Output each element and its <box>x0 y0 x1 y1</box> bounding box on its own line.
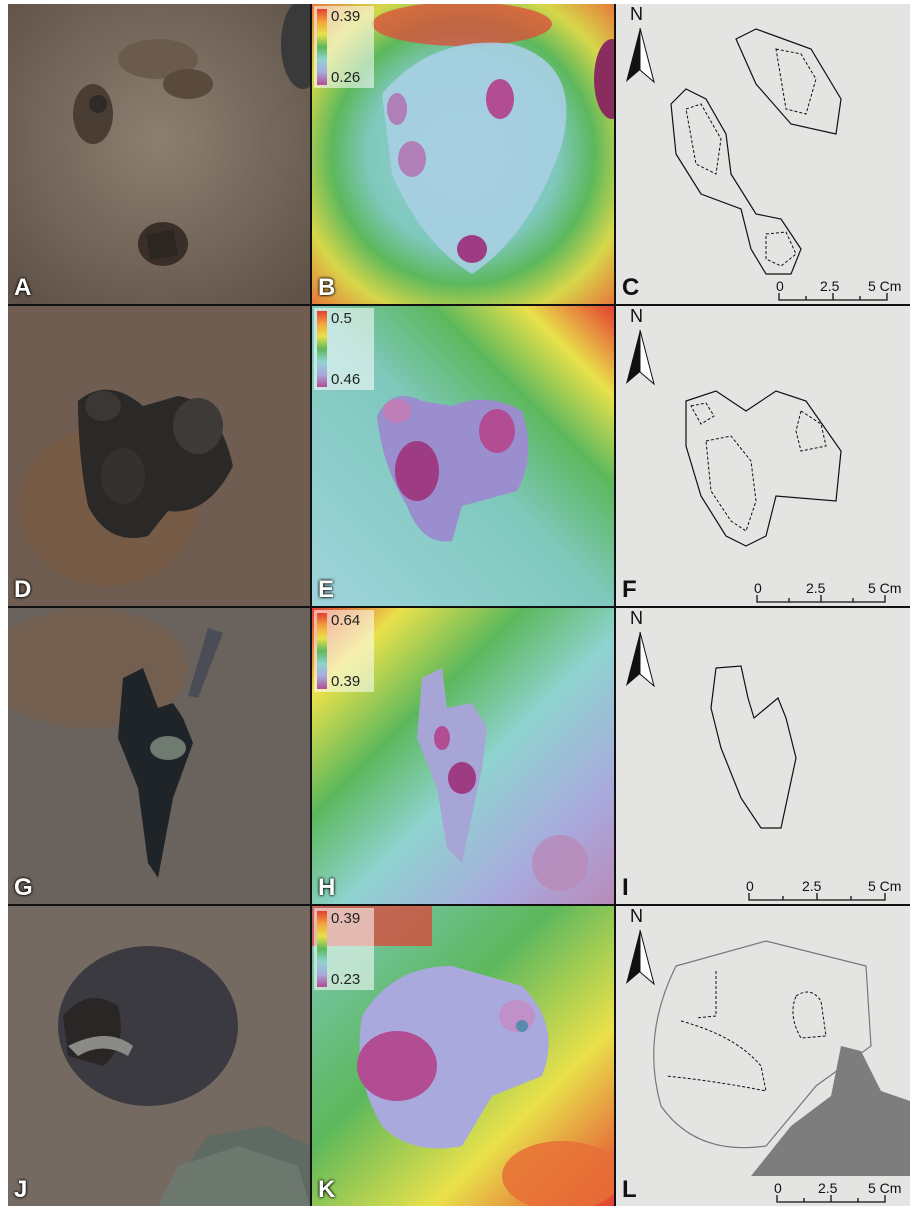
panel-label: A <box>14 274 32 301</box>
panel-label: J <box>14 1176 28 1203</box>
north-label: N <box>630 306 643 326</box>
panel-label: L <box>622 1176 637 1203</box>
panel-label: H <box>318 874 336 901</box>
panel-label: F <box>622 576 637 603</box>
legend-max: 0.64 <box>331 612 361 629</box>
scale-line <box>776 1195 886 1203</box>
panel-label: C <box>622 274 640 301</box>
figure-grid: A 0.39 0.26 B <box>8 4 910 1206</box>
color-scale-bar <box>317 911 327 987</box>
scale-line <box>756 595 886 603</box>
panel-h-dem: 0.64 0.39 H <box>312 608 614 904</box>
panel-c-outline: N 0 2.5 5 Cm C <box>616 4 910 304</box>
legend-min: 0.23 <box>331 971 361 988</box>
panel-label: G <box>14 874 33 901</box>
legend-min: 0.46 <box>331 371 361 388</box>
north-arrow: N <box>624 306 656 388</box>
legend-max: 0.39 <box>331 8 361 25</box>
outline-i-drawing <box>710 665 797 829</box>
north-arrow-icon <box>626 929 655 986</box>
scale-mid: 2.5 <box>806 580 826 596</box>
photo-a-image <box>8 4 310 304</box>
scale-end: 5 Cm <box>868 1180 902 1196</box>
panel-d-photo: D <box>8 306 310 606</box>
scale-mid: 2.5 <box>820 278 840 294</box>
panel-g-photo: G <box>8 608 310 904</box>
scale-line <box>748 893 886 901</box>
outline-l-drawing <box>653 940 910 1176</box>
scale-zero: 0 <box>774 1180 782 1196</box>
elevation-legend: 0.39 0.26 <box>314 6 374 88</box>
photo-g-image <box>8 608 310 904</box>
scale-zero: 0 <box>754 580 762 596</box>
north-arrow: N <box>624 4 656 86</box>
scale-zero: 0 <box>776 278 784 294</box>
north-arrow: N <box>624 906 656 988</box>
outline-c-drawing <box>670 28 842 275</box>
scale-end: 5 Cm <box>868 278 902 294</box>
scale-end: 5 Cm <box>868 580 902 596</box>
color-scale-bar <box>317 9 327 85</box>
legend-min: 0.26 <box>331 69 361 86</box>
dem-h-map <box>312 608 614 904</box>
panel-a-photo: A <box>8 4 310 304</box>
north-label: N <box>630 608 643 628</box>
north-label: N <box>630 4 643 24</box>
north-arrow: N <box>624 608 656 690</box>
scale-bar: 0 2.5 5 Cm <box>754 580 908 604</box>
legend-max: 0.39 <box>331 910 361 927</box>
dem-b-map <box>312 4 614 304</box>
photo-d-image <box>8 306 310 606</box>
scale-bar: 0 2.5 5 Cm <box>746 878 908 902</box>
panel-label: I <box>622 874 629 901</box>
panel-l-outline: N 0 2.5 5 Cm L <box>616 906 910 1206</box>
panel-j-photo: J <box>8 906 310 1206</box>
panel-k-dem: 0.39 0.23 K <box>312 906 614 1206</box>
scale-line <box>778 293 888 301</box>
panel-e-dem: 0.5 0.46 E <box>312 306 614 606</box>
scale-end: 5 Cm <box>868 878 902 894</box>
elevation-legend: 0.64 0.39 <box>314 610 374 692</box>
elevation-legend: 0.5 0.46 <box>314 308 374 390</box>
color-scale-bar <box>317 613 327 689</box>
north-arrow-icon <box>626 329 655 386</box>
outline-f-drawing <box>685 390 842 547</box>
north-label: N <box>630 906 643 926</box>
panel-label: B <box>318 274 336 301</box>
photo-j-image <box>8 906 310 1206</box>
panel-label: E <box>318 576 335 603</box>
panel-i-outline: N 0 2.5 5 Cm I <box>616 608 910 904</box>
panel-f-outline: N 0 2.5 5 Cm F <box>616 306 910 606</box>
panel-b-dem: 0.39 0.26 B <box>312 4 614 304</box>
scale-zero: 0 <box>746 878 754 894</box>
scale-bar: 0 2.5 5 Cm <box>774 1180 908 1204</box>
north-arrow-icon <box>626 631 655 688</box>
scale-mid: 2.5 <box>802 878 822 894</box>
panel-label: D <box>14 576 32 603</box>
color-scale-bar <box>317 311 327 387</box>
elevation-legend: 0.39 0.23 <box>314 908 374 990</box>
scale-bar: 0 2.5 5 Cm <box>776 278 908 302</box>
legend-max: 0.5 <box>331 310 352 327</box>
scale-mid: 2.5 <box>818 1180 838 1196</box>
north-arrow-icon <box>626 27 655 84</box>
panel-label: K <box>318 1176 336 1203</box>
legend-min: 0.39 <box>331 673 361 690</box>
